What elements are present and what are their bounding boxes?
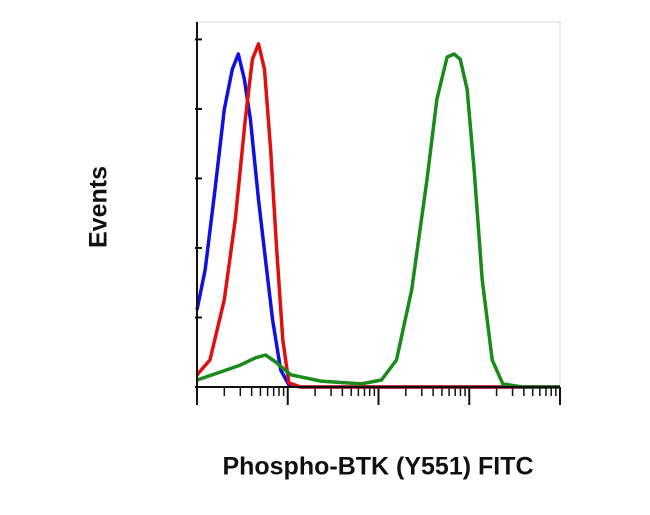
histogram-line: [195, 42, 560, 389]
x-axis-label: Phospho-BTK (Y551) FITC: [222, 453, 533, 481]
y-axis-label: Events: [85, 166, 113, 248]
histogram-line: [195, 52, 560, 389]
histogram-line: [196, 52, 560, 389]
